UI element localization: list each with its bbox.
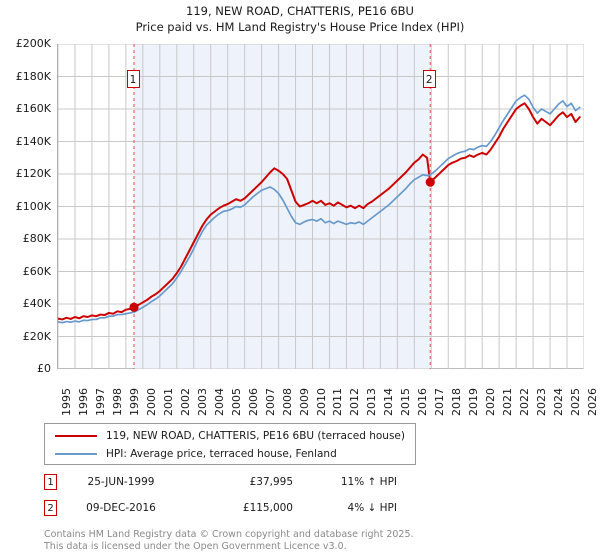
x-tick-label: 2016 [416, 388, 430, 416]
y-tick-label: £20K [22, 329, 51, 343]
y-tick-label: £200K [15, 37, 51, 50]
footer-line-2: This data is licensed under the Open Gov… [44, 540, 347, 552]
x-tick-label: 2009 [297, 388, 311, 416]
y-tick-label: £60K [22, 264, 51, 278]
chart-legend: 119, NEW ROAD, CHATTERIS, PE16 6BU (terr… [44, 423, 416, 465]
y-tick-label: £0 [37, 362, 51, 375]
x-tick-label: 1999 [127, 388, 141, 416]
x-tick-label: 1998 [110, 388, 124, 416]
y-tick-label: £80K [22, 232, 51, 245]
title-block: 119, NEW ROAD, CHATTERIS, PE16 6BU Price… [0, 3, 600, 35]
page-title: 119, NEW ROAD, CHATTERIS, PE16 6BU [186, 4, 414, 18]
x-tick-label: 2017 [433, 388, 447, 416]
y-tick-label: £120K [15, 167, 51, 180]
transaction-hpi-delta: 4% ↓ HPI [347, 502, 397, 514]
x-tick-label: 2020 [484, 388, 498, 416]
x-tick-label: 2006 [246, 388, 260, 416]
x-tick-label: 2010 [314, 388, 328, 416]
footer-attribution: Contains HM Land Registry data © Crown c… [44, 529, 564, 552]
page-subtitle: Price paid vs. HM Land Registry's House … [135, 20, 465, 34]
x-tick-label: 2019 [467, 388, 481, 416]
legend-swatch-series1 [55, 435, 97, 437]
transaction-date: 25-JUN-1999 [87, 476, 155, 488]
x-tick-label: 2026 [586, 388, 599, 416]
y-tick-label: £160K [15, 102, 51, 115]
y-tick-label: £100K [15, 199, 51, 213]
x-tick-label: 2007 [263, 388, 277, 416]
transaction-price: £37,995 [249, 476, 293, 488]
y-tick-label: £40K [22, 297, 51, 310]
legend-label-series1: 119, NEW ROAD, CHATTERIS, PE16 6BU (terr… [106, 430, 405, 442]
x-tick-label: 2005 [229, 388, 243, 416]
x-tick-label: 2003 [195, 388, 209, 416]
x-tick-label: 2011 [331, 388, 345, 416]
y-axis-labels: £0 £20K £40K £60K £80K £100K £120K £140K £160K £1… [0, 38, 600, 374]
x-tick-label: 2024 [552, 388, 566, 416]
x-tick-label: 2023 [535, 388, 549, 416]
transaction-price: £115,000 [242, 502, 293, 514]
x-tick-label: 2012 [348, 388, 362, 416]
x-tick-label: 2004 [212, 388, 226, 416]
x-tick-label: 2000 [144, 388, 158, 416]
x-tick-label: 2001 [161, 388, 175, 416]
transaction-index-badge: 1 [44, 474, 57, 490]
x-tick-label: 2018 [450, 388, 464, 416]
x-tick-label: 2021 [501, 388, 515, 416]
y-tick-label: £140K [15, 134, 51, 148]
legend-label-series2: HPI: Average price, terraced house, Fenl… [106, 448, 337, 460]
x-tick-label: 1997 [93, 388, 107, 416]
table-row: 1 25-JUN-1999 £37,995 11% ↑ HPI [44, 471, 416, 493]
chart-canvas [58, 44, 584, 369]
plot-area [57, 44, 584, 369]
transaction-index-badge: 2 [44, 500, 57, 516]
event-marker-box-2: 2 [422, 70, 436, 88]
legend-item-series2: HPI: Average price, terraced house, Fenl… [45, 445, 415, 463]
table-row: 2 09-DEC-2016 £115,000 4% ↓ HPI [44, 497, 416, 519]
x-tick-label: 2002 [178, 388, 192, 416]
transaction-date: 09-DEC-2016 [86, 502, 156, 514]
x-tick-label: 1995 [60, 388, 73, 416]
x-tick-label: 2013 [365, 388, 379, 416]
footer-line-1: Contains HM Land Registry data © Crown c… [44, 529, 414, 540]
x-tick-label: 2014 [382, 388, 396, 416]
legend-swatch-series2 [55, 453, 97, 455]
x-tick-label: 1996 [76, 388, 90, 416]
x-tick-label: 2015 [399, 388, 413, 416]
x-tick-label: 2008 [280, 388, 294, 416]
legend-item-series1: 119, NEW ROAD, CHATTERIS, PE16 6BU (terr… [45, 427, 415, 445]
x-axis-labels: 1995 1996 1997 1998 1999 2000 2001 2002 2003 2004… [57, 372, 599, 418]
transactions-table: 1 25-JUN-1999 £37,995 11% ↑ HPI 2 09-DEC… [44, 471, 416, 523]
y-tick-label: £180K [15, 69, 51, 83]
x-tick-label: 2022 [518, 388, 532, 416]
transaction-hpi-delta: 11% ↑ HPI [340, 476, 397, 488]
event-marker-box-1: 1 [126, 70, 140, 88]
x-tick-label: 2025 [569, 388, 583, 416]
